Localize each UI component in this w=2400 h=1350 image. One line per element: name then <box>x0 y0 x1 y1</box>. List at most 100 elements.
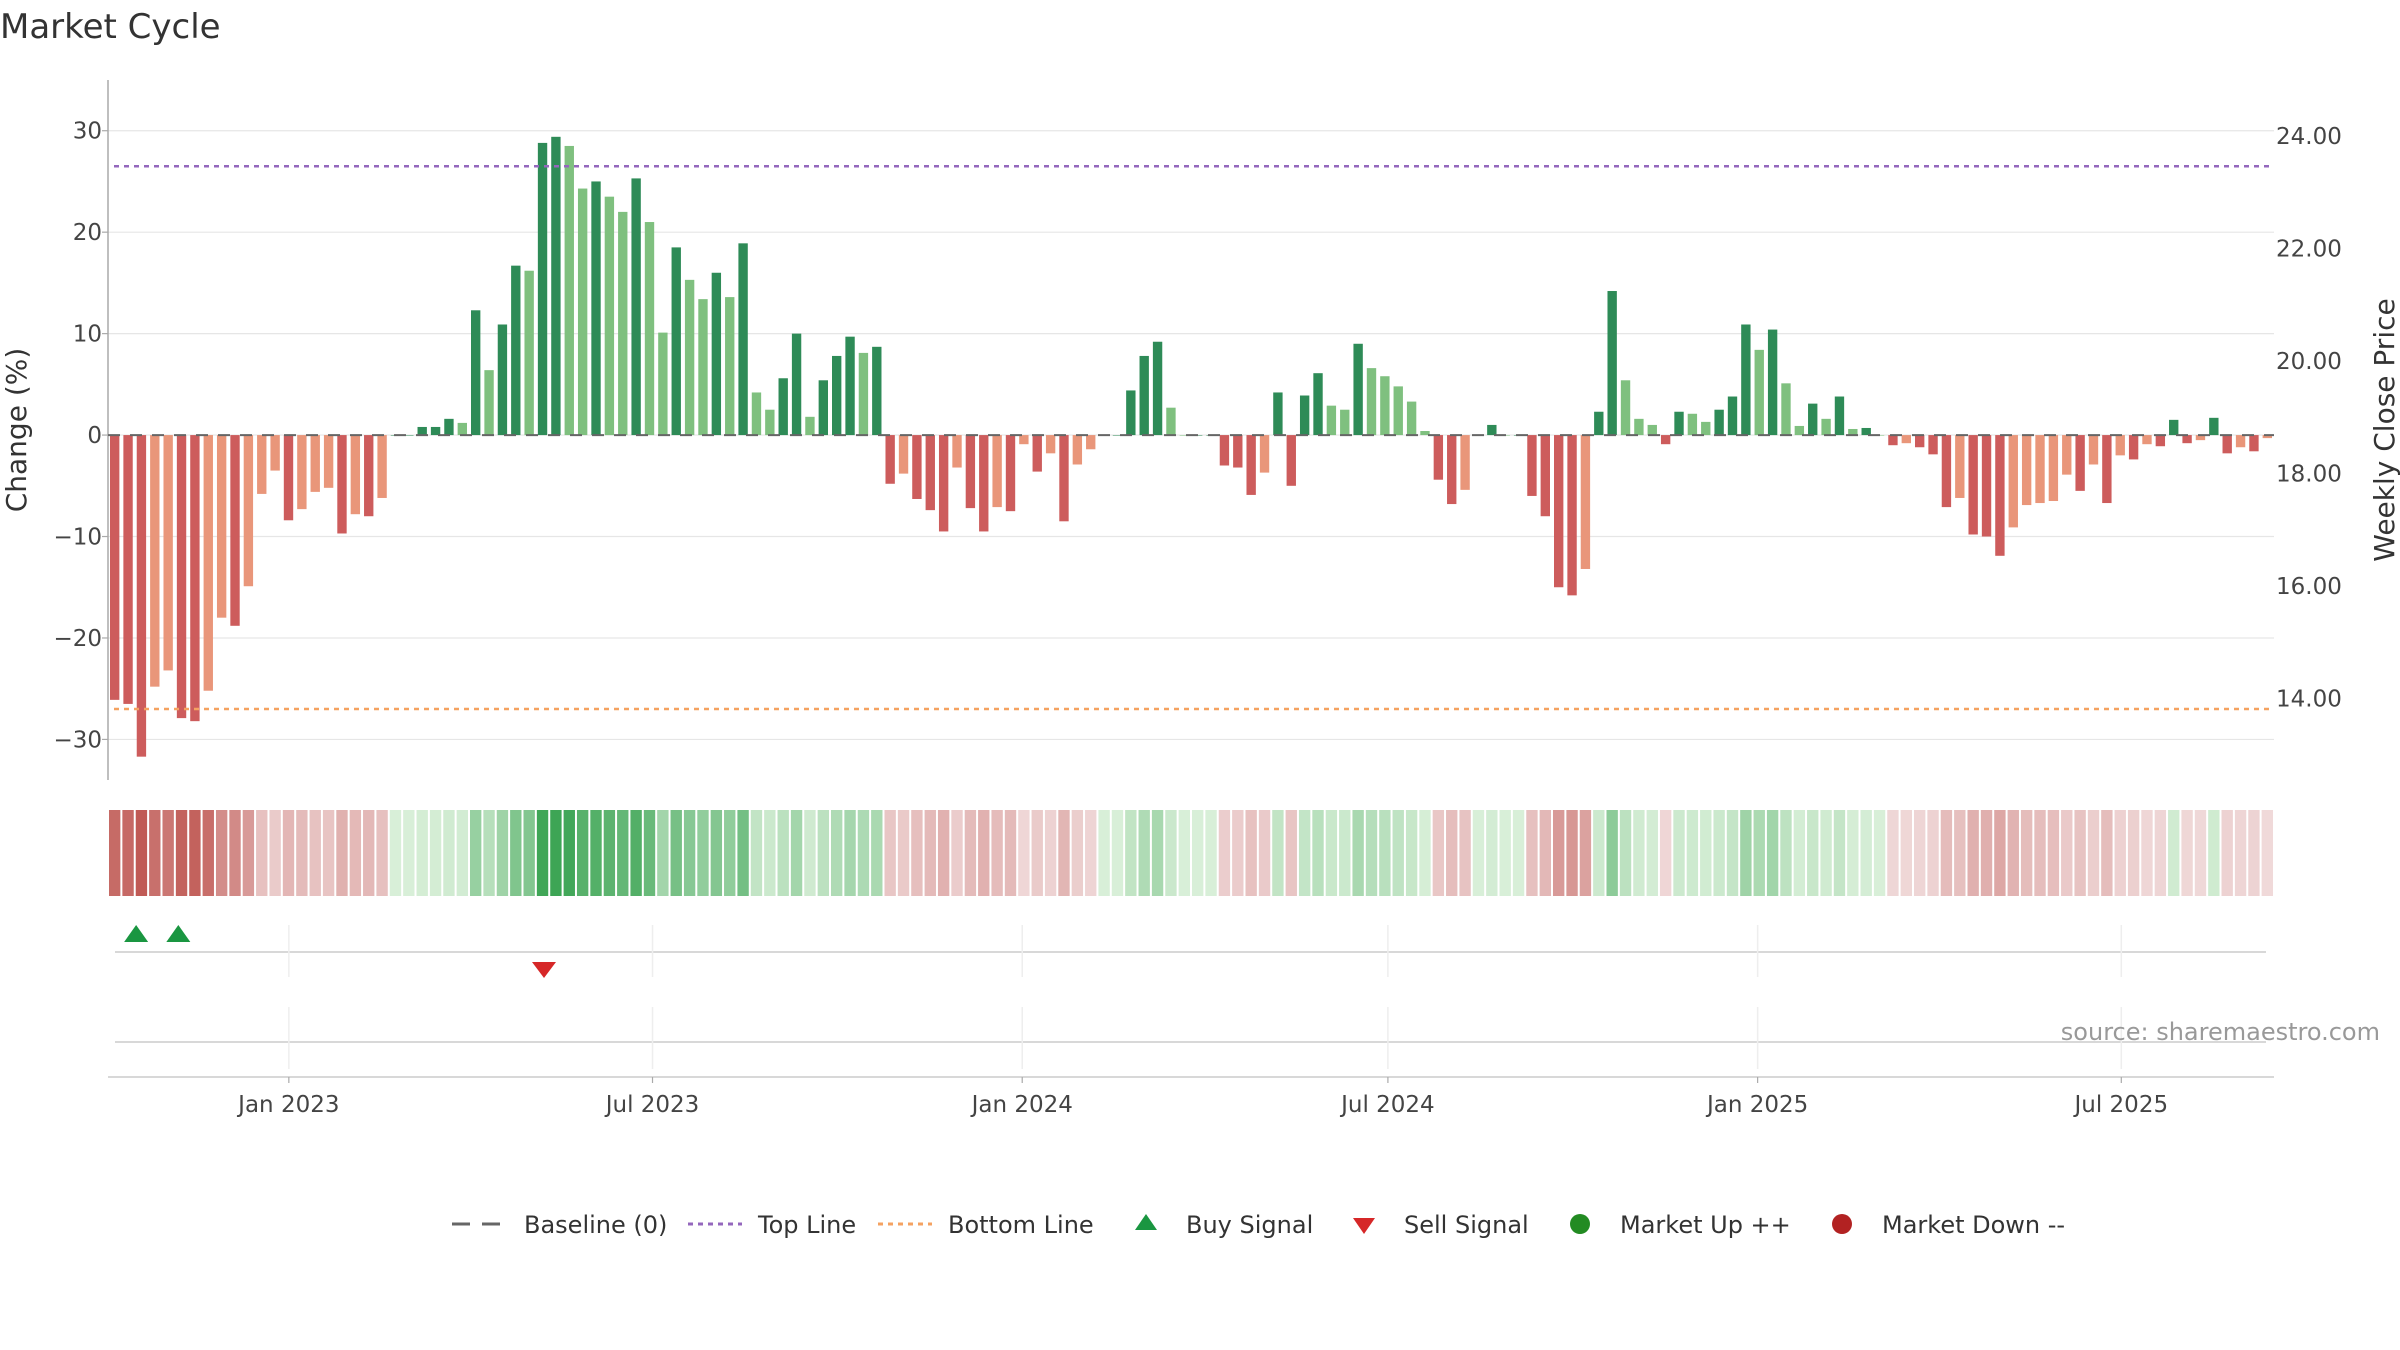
heat-cell <box>1486 810 1498 896</box>
heat-cell <box>1553 810 1565 896</box>
heat-cell <box>1071 810 1084 896</box>
bar <box>1286 435 1296 486</box>
heat-cell <box>1860 810 1872 896</box>
legend-item-baseline: Baseline (0) <box>452 1211 667 1239</box>
x-tick-label: Jul 2025 <box>2072 1092 2168 1118</box>
heat-cell <box>470 810 482 896</box>
bar <box>1219 435 1230 466</box>
bar <box>1794 425 1805 436</box>
bar <box>591 181 601 436</box>
bar <box>631 178 641 436</box>
heat-cell <box>2168 810 2180 896</box>
heat-cell <box>1352 810 1364 896</box>
bar <box>1072 435 1083 465</box>
bar <box>1888 435 1898 446</box>
bar <box>898 435 909 474</box>
heat-cell <box>242 810 255 896</box>
heat-cell <box>175 810 188 896</box>
heat-cell <box>1753 810 1765 896</box>
bar <box>1313 373 1323 436</box>
heat-cell <box>1659 810 1672 896</box>
bar <box>1299 395 1310 436</box>
bar <box>2262 435 2272 439</box>
heat-cell <box>1325 810 1338 896</box>
buy-signal-marker <box>124 925 149 942</box>
heat-cell <box>991 810 1003 896</box>
heat-cell <box>1098 810 1110 896</box>
heat-cell <box>2194 810 2207 896</box>
bar <box>751 392 762 436</box>
heat-cell <box>256 810 268 896</box>
heat-cell <box>563 810 575 896</box>
sell-triangle-icon <box>1353 1218 1375 1234</box>
right-tick-label: 14.00 <box>2276 686 2342 712</box>
bar <box>1059 435 1069 522</box>
heat-cell <box>1392 810 1404 896</box>
bar <box>2128 435 2139 460</box>
signal-panel <box>115 925 2266 978</box>
heat-cell <box>2047 810 2060 896</box>
heat-cell <box>149 810 161 896</box>
heat-cell <box>109 810 121 896</box>
heat-cell <box>536 810 549 896</box>
heat-cell <box>2020 810 2033 896</box>
heat-cell <box>1031 810 1043 896</box>
lower-panel <box>115 1007 2266 1069</box>
bar <box>457 422 467 436</box>
bar <box>163 435 173 671</box>
bar <box>1808 403 1818 436</box>
right-tick-label: 16.00 <box>2276 574 2342 600</box>
heat-cell <box>2061 810 2073 896</box>
heat-cell <box>1285 810 1297 896</box>
bar <box>310 435 320 492</box>
heat-cell <box>1192 810 1204 896</box>
bar <box>845 336 855 436</box>
heat-cell <box>1018 810 1030 896</box>
heat-cell <box>737 810 749 896</box>
heat-cell <box>1365 810 1378 896</box>
bar <box>1915 435 1925 448</box>
market-down-dot-icon <box>1832 1214 1852 1234</box>
heat-cell <box>617 810 629 896</box>
heat-cell <box>1686 810 1699 896</box>
bar <box>2115 435 2125 456</box>
heat-cell <box>296 810 308 896</box>
heat-cell <box>349 810 362 896</box>
bar <box>1527 435 1537 496</box>
bar <box>684 279 695 436</box>
bar <box>952 435 962 468</box>
bar <box>938 435 949 532</box>
bar <box>1045 435 1056 454</box>
bar <box>1901 435 1911 444</box>
heat-cell <box>924 810 936 896</box>
bar <box>551 136 561 436</box>
bar <box>658 332 668 436</box>
heat-cell <box>122 810 134 896</box>
right-tick-label: 20.00 <box>2276 349 2342 375</box>
bar <box>644 222 655 436</box>
heat-cell <box>282 810 295 896</box>
heat-cell <box>202 810 214 896</box>
heat-cell <box>2221 810 2233 896</box>
heat-cell <box>831 810 843 896</box>
x-axis-ticks: Jan 2023 Jul 2023 Jan 2024 Jul 2024 Jan 2025… <box>236 1077 2168 1118</box>
heat-cell <box>1178 810 1190 896</box>
heat-cell <box>777 810 789 896</box>
heat-cell <box>1472 810 1485 896</box>
heat-cell <box>2141 810 2153 896</box>
bar <box>2048 435 2059 502</box>
heat-cell <box>1165 810 1177 896</box>
left-axis-ticks: 30 20 10 0 −10 −20 −30 <box>53 119 108 753</box>
bar <box>1326 405 1337 436</box>
legend-item-top-line: Top Line <box>688 1211 856 1239</box>
bar <box>2209 417 2219 436</box>
bar <box>430 426 441 436</box>
bar <box>417 426 427 436</box>
heat-cell <box>630 810 642 896</box>
bar <box>1767 329 1778 436</box>
bar <box>1634 418 1644 436</box>
heat-cell <box>1232 810 1244 896</box>
bar <box>738 243 748 436</box>
reference-lines <box>108 164 2274 711</box>
